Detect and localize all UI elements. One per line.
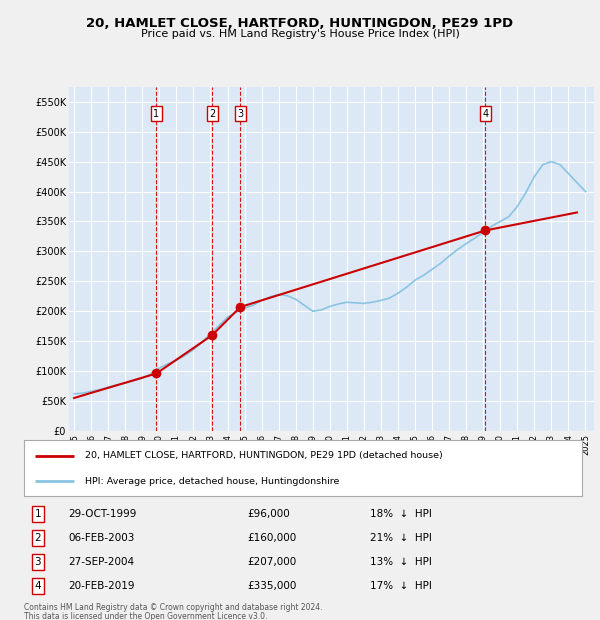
Text: 06-FEB-2003: 06-FEB-2003 <box>68 533 135 543</box>
Text: 2: 2 <box>209 108 215 118</box>
Text: 29-OCT-1999: 29-OCT-1999 <box>68 509 137 519</box>
Text: 27-SEP-2004: 27-SEP-2004 <box>68 557 135 567</box>
Text: 1: 1 <box>35 509 41 519</box>
Text: 4: 4 <box>482 108 488 118</box>
Text: £160,000: £160,000 <box>247 533 296 543</box>
Text: Contains HM Land Registry data © Crown copyright and database right 2024.: Contains HM Land Registry data © Crown c… <box>24 603 323 612</box>
Text: 20-FEB-2019: 20-FEB-2019 <box>68 582 135 591</box>
Text: This data is licensed under the Open Government Licence v3.0.: This data is licensed under the Open Gov… <box>24 612 268 620</box>
Text: 18%  ↓  HPI: 18% ↓ HPI <box>370 509 432 519</box>
Text: 2: 2 <box>35 533 41 543</box>
Text: 20, HAMLET CLOSE, HARTFORD, HUNTINGDON, PE29 1PD: 20, HAMLET CLOSE, HARTFORD, HUNTINGDON, … <box>86 17 514 30</box>
Text: £207,000: £207,000 <box>247 557 296 567</box>
Text: 20, HAMLET CLOSE, HARTFORD, HUNTINGDON, PE29 1PD (detached house): 20, HAMLET CLOSE, HARTFORD, HUNTINGDON, … <box>85 451 443 460</box>
Text: 13%  ↓  HPI: 13% ↓ HPI <box>370 557 432 567</box>
Text: £96,000: £96,000 <box>247 509 290 519</box>
Text: Price paid vs. HM Land Registry's House Price Index (HPI): Price paid vs. HM Land Registry's House … <box>140 29 460 39</box>
Text: £335,000: £335,000 <box>247 582 296 591</box>
Text: 3: 3 <box>35 557 41 567</box>
Text: 3: 3 <box>237 108 244 118</box>
Text: 4: 4 <box>35 582 41 591</box>
Text: 1: 1 <box>154 108 160 118</box>
Text: 17%  ↓  HPI: 17% ↓ HPI <box>370 582 432 591</box>
Text: 21%  ↓  HPI: 21% ↓ HPI <box>370 533 432 543</box>
Text: HPI: Average price, detached house, Huntingdonshire: HPI: Average price, detached house, Hunt… <box>85 477 340 486</box>
